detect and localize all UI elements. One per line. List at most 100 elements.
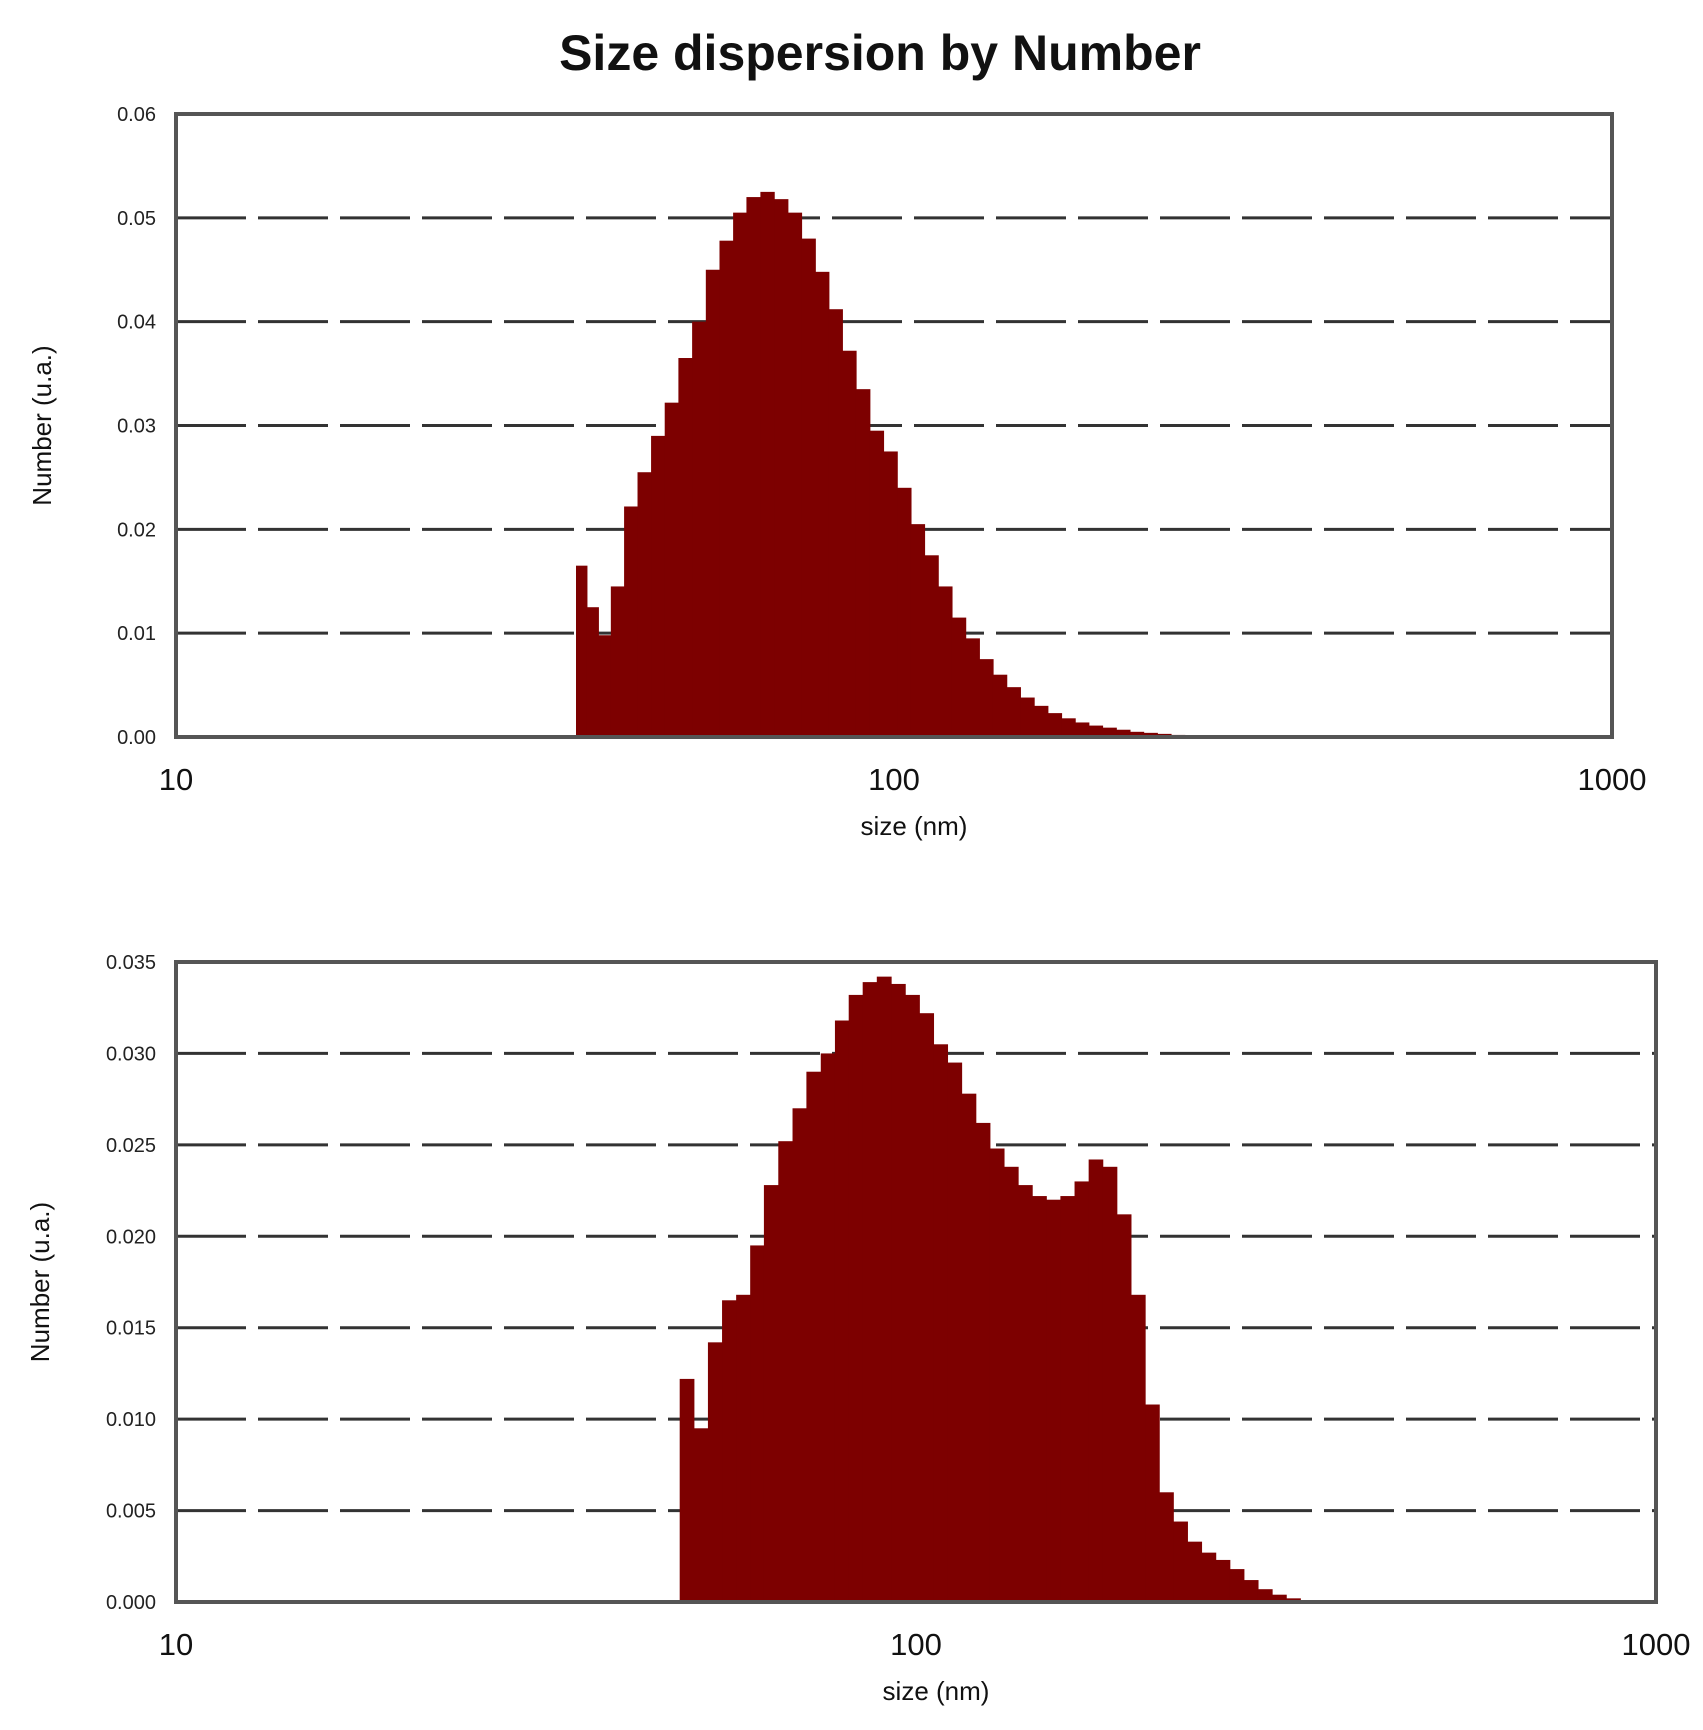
chart-bottom-bar: [736, 1294, 751, 1602]
chart-bottom-ytick-label: 0.005: [106, 1501, 156, 1523]
chart-bottom-bar: [989, 1148, 1005, 1602]
chart-bottom-xtick-label: 10: [159, 1627, 193, 1662]
chart-top-bar: [586, 607, 599, 737]
chart-top-bar: [774, 199, 789, 737]
chart-bottom-bar: [1116, 1214, 1132, 1602]
chart-bottom-bar: [947, 1062, 963, 1602]
chart-bottom-ytick-label: 0.015: [106, 1318, 156, 1340]
chart-bottom-bar: [1046, 1199, 1061, 1602]
chart-top-xtick-label: 100: [868, 762, 920, 797]
chart-top-xlabel: size (nm): [861, 811, 968, 841]
chart-bottom-bar: [1159, 1492, 1174, 1602]
chart-bottom-bar: [1102, 1166, 1118, 1602]
chart-top-xtick-label: 1000: [1578, 762, 1647, 797]
chart-top-bar: [815, 271, 830, 737]
chart-bottom-bar: [933, 1044, 949, 1602]
chart-top-ytick-label: 0.02: [117, 519, 156, 541]
chart-bottom-ytick-label: 0.030: [106, 1043, 156, 1065]
chart-bottom-bar: [1032, 1196, 1047, 1602]
chart-bottom-bar: [792, 1108, 808, 1602]
chart-top-bar: [1006, 687, 1021, 737]
chart-top-bar: [1129, 731, 1145, 737]
chart-top-bar: [610, 586, 625, 737]
chart-top-bar: [842, 350, 857, 737]
chart-top-bar: [678, 358, 693, 737]
chart-bottom-bar: [707, 1342, 723, 1602]
chart-top-bar: [637, 472, 652, 737]
chart-top: 0.00 0.01 0.02 0.03 0.04 0.05 0.06 10 100 1000 Num…: [27, 104, 1646, 841]
chart-bottom-bar: [763, 1185, 779, 1602]
chart-top-bar: [1102, 727, 1117, 737]
chart-bottom-bar: [1215, 1559, 1231, 1602]
chart-bottom-bar: [904, 994, 920, 1602]
chart-bottom-bar: [1257, 1589, 1273, 1602]
chart-bottom-bar: [862, 982, 878, 1602]
chart-top-ylabel: Number (u.a.): [27, 345, 57, 505]
chart-top-ytick-label: 0.06: [117, 104, 156, 126]
chart-top-ytick-label: 0.03: [117, 416, 156, 438]
chart-bottom-bar: [1229, 1569, 1245, 1602]
chart-top-bar: [897, 487, 912, 737]
chart-top-bar: [1034, 705, 1049, 737]
chart-top-bar: [624, 506, 639, 737]
chart-bottom-bar: [834, 1020, 850, 1602]
chart-top-bar: [760, 191, 775, 738]
chart-top-bar: [828, 309, 843, 737]
chart-top-bar: [651, 435, 666, 737]
chart-top-ytick-label: 0.01: [117, 623, 156, 645]
chart-bottom-bar: [891, 983, 906, 1602]
chart-top-bar: [576, 565, 588, 737]
chart-bottom-xtick-label: 100: [890, 1627, 942, 1662]
chart-top-bar: [1047, 713, 1063, 737]
chart-top-bar: [869, 430, 885, 737]
chart-bottom-bar: [1088, 1159, 1104, 1602]
chart-bottom-bar: [1243, 1580, 1259, 1602]
chart-bottom-bar: [1018, 1185, 1033, 1602]
chart-bottom-bar: [1173, 1521, 1188, 1602]
chart-top-bar: [979, 659, 994, 738]
chart-top-bar: [597, 635, 612, 737]
chart-top-bar: [692, 321, 707, 737]
chart-bottom-bar: [961, 1093, 977, 1602]
chart-bottom-bar: [1201, 1552, 1217, 1602]
chart-bottom-bar: [693, 1428, 709, 1602]
chart-top-bar: [787, 212, 803, 737]
chart-bottom-ytick-label: 0.035: [106, 952, 156, 974]
chart-bottom-bar: [919, 1013, 935, 1602]
chart-top-ytick-label: 0.05: [117, 208, 156, 230]
chart-bottom-bar: [1130, 1294, 1146, 1602]
chart-bottom-xlabel: size (nm): [883, 1676, 990, 1706]
chart-bottom-bar: [1004, 1166, 1019, 1602]
chart-top-bar: [965, 638, 980, 737]
chart-top-bar: [924, 555, 939, 737]
figure-title: Size dispersion by Number: [559, 25, 1201, 81]
chart-bottom-ytick-label: 0.025: [106, 1135, 156, 1157]
chart-bottom-bar: [679, 1378, 695, 1602]
chart-bottom-bar: [1187, 1541, 1203, 1602]
chart-bottom-bar: [1060, 1196, 1076, 1602]
chart-top-bar: [910, 524, 926, 737]
chart-top-bar: [1075, 722, 1090, 737]
chart-bottom-bar: [722, 1300, 737, 1602]
chart-top-bar: [705, 269, 721, 737]
chart-top-bar: [883, 451, 898, 737]
chart-bottom-ytick-label: 0.020: [106, 1226, 156, 1248]
chart-bottom-bar: [876, 976, 892, 1602]
chart-top-bar: [1116, 729, 1131, 737]
chart-top-bar: [1088, 725, 1104, 737]
chart-top-xtick-label: 10: [159, 762, 193, 797]
chart-top-bar: [733, 212, 748, 737]
chart-top-bar: [664, 402, 680, 737]
chart-bottom-bar: [975, 1122, 991, 1602]
chart-top-ytick-label: 0.00: [117, 727, 156, 749]
chart-bottom-bar: [806, 1071, 822, 1602]
chart-top-bar: [1143, 732, 1158, 737]
chart-top-bar: [1020, 697, 1035, 737]
chart-bottom-bar: [778, 1141, 794, 1602]
chart-bottom-plot-frame: [174, 960, 1658, 1604]
chart-bottom: 0.000 0.005 0.010 0.015 0.020 0.025 0.030 0.035…: [25, 952, 1690, 1706]
chart-bottom-ytick-label: 0.010: [106, 1409, 156, 1431]
chart-top-bar: [801, 238, 816, 737]
chart-top-bar: [1061, 718, 1076, 737]
